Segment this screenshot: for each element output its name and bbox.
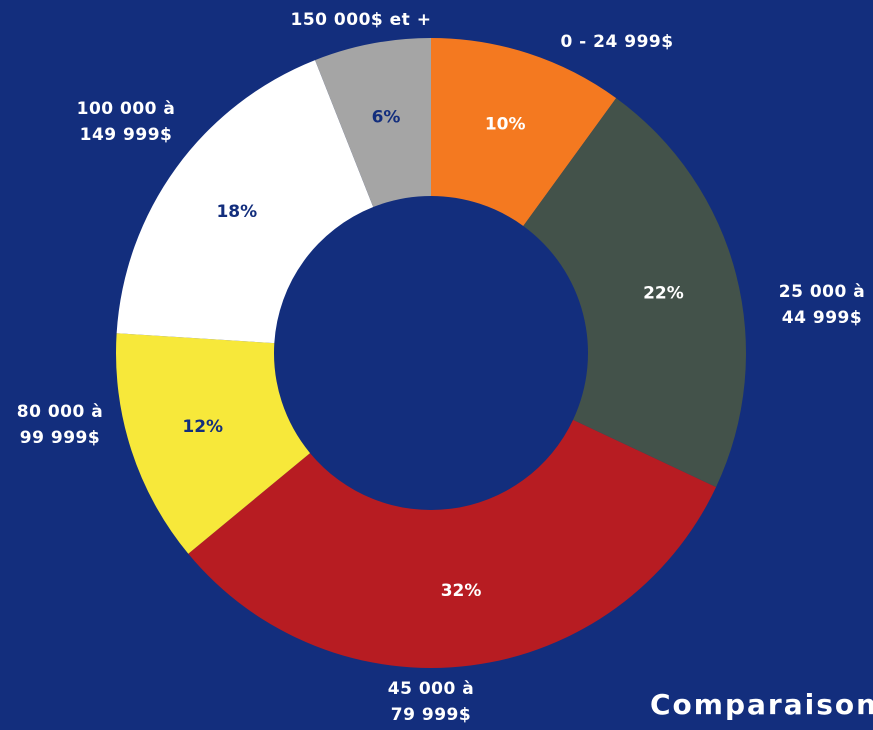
slice (188, 419, 717, 669)
value-label: 6% (372, 107, 401, 127)
value-label: 22% (643, 283, 684, 303)
slice (315, 38, 431, 208)
category-label: 45 000 à 79 999$ (387, 679, 475, 725)
value-label: 18% (216, 202, 257, 222)
slice (116, 60, 374, 344)
slice (431, 38, 617, 226)
category-label: 100 000 à 149 999$ (76, 99, 176, 145)
value-label: 10% (485, 115, 526, 135)
category-label: 80 000 à 99 999$ (16, 402, 104, 448)
value-label: 32% (441, 581, 482, 601)
slice (115, 333, 311, 554)
annotation: Comparaison (650, 688, 873, 721)
value-label: 12% (182, 417, 223, 437)
category-label: 25 000 à 44 999$ (778, 282, 866, 328)
category-label: 0 - 24 999$ (560, 32, 674, 52)
slice (523, 98, 746, 488)
category-label: 150 000$ et + (290, 10, 432, 30)
